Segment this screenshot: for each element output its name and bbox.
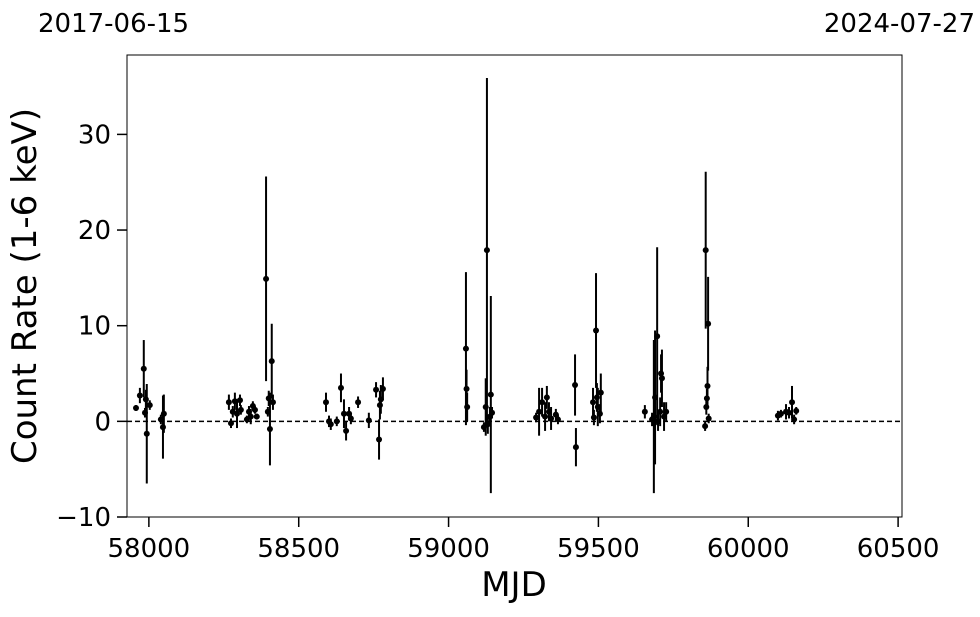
top-right-label: 2024-07-27 (824, 9, 975, 39)
data-point (373, 386, 380, 393)
data-point (160, 410, 167, 417)
data-point (253, 413, 260, 420)
data-point (777, 410, 784, 417)
data-point (269, 399, 276, 406)
data-point (596, 410, 603, 417)
data-point (337, 384, 344, 391)
data-point (268, 358, 275, 365)
data-point (572, 382, 579, 388)
data-point (572, 444, 579, 451)
x-tick-label: 60000 (707, 534, 790, 564)
data-point (247, 413, 254, 420)
y-tick-label: 30 (78, 120, 111, 150)
data-point (702, 247, 709, 254)
data-point (536, 408, 543, 415)
data-point (227, 420, 234, 427)
data-point (343, 427, 350, 434)
data-point (593, 327, 600, 334)
data-point (355, 399, 362, 406)
data-point (793, 407, 800, 414)
data-point (590, 414, 597, 421)
y-tick-label: −10 (56, 503, 111, 533)
x-axis-label: MJD (481, 565, 547, 605)
data-point (140, 365, 147, 372)
data-point (464, 404, 471, 410)
data-point (704, 382, 711, 389)
data-point (327, 421, 334, 428)
data-point (251, 406, 258, 413)
data-point (143, 430, 150, 437)
data-point (146, 402, 153, 409)
data-point (376, 436, 383, 443)
data-point (542, 413, 549, 420)
data-point (658, 375, 665, 382)
data-point (263, 275, 270, 282)
data-point (789, 399, 796, 406)
x-tick-label: 60500 (857, 534, 940, 564)
data-point (533, 414, 540, 421)
data-point (365, 417, 372, 424)
data-point (487, 391, 494, 398)
data-point (347, 415, 354, 422)
data-point (489, 409, 496, 416)
y-axis-label: Count Rate (1-6 keV) (5, 108, 45, 464)
data-point (791, 416, 798, 423)
data-point (132, 404, 139, 411)
data-point (590, 399, 597, 406)
data-point (462, 345, 469, 352)
data-point (266, 426, 273, 432)
data-point (136, 392, 143, 399)
data-point (322, 399, 329, 406)
y-tick-label: 20 (78, 216, 111, 246)
y-tick-label: 0 (94, 407, 111, 437)
data-point (663, 408, 670, 415)
data-point (233, 410, 240, 417)
x-tick-label: 58500 (257, 534, 340, 564)
data-point (705, 320, 712, 327)
data-point (483, 247, 490, 254)
data-point (702, 423, 709, 430)
top-left-label: 2017-06-15 (38, 9, 189, 39)
data-point (554, 416, 561, 423)
data-point (657, 408, 664, 415)
data-point (705, 415, 712, 422)
data-point (543, 394, 550, 401)
data-point (225, 399, 232, 406)
data-point (333, 418, 340, 425)
data-point (641, 408, 648, 415)
data-point (379, 385, 386, 392)
x-tick-label: 58000 (108, 534, 191, 564)
data-point (786, 409, 793, 416)
data-point (340, 410, 347, 417)
data-point (539, 399, 546, 406)
data-point (463, 385, 470, 392)
data-point (236, 397, 243, 404)
data-point (597, 389, 604, 396)
data-point (654, 333, 661, 340)
x-tick-label: 59000 (407, 534, 490, 564)
data-point (237, 406, 244, 413)
data-point (548, 415, 555, 422)
y-tick-label: 10 (78, 312, 111, 342)
x-tick-label: 59500 (557, 534, 640, 564)
plot-frame (126, 54, 903, 518)
